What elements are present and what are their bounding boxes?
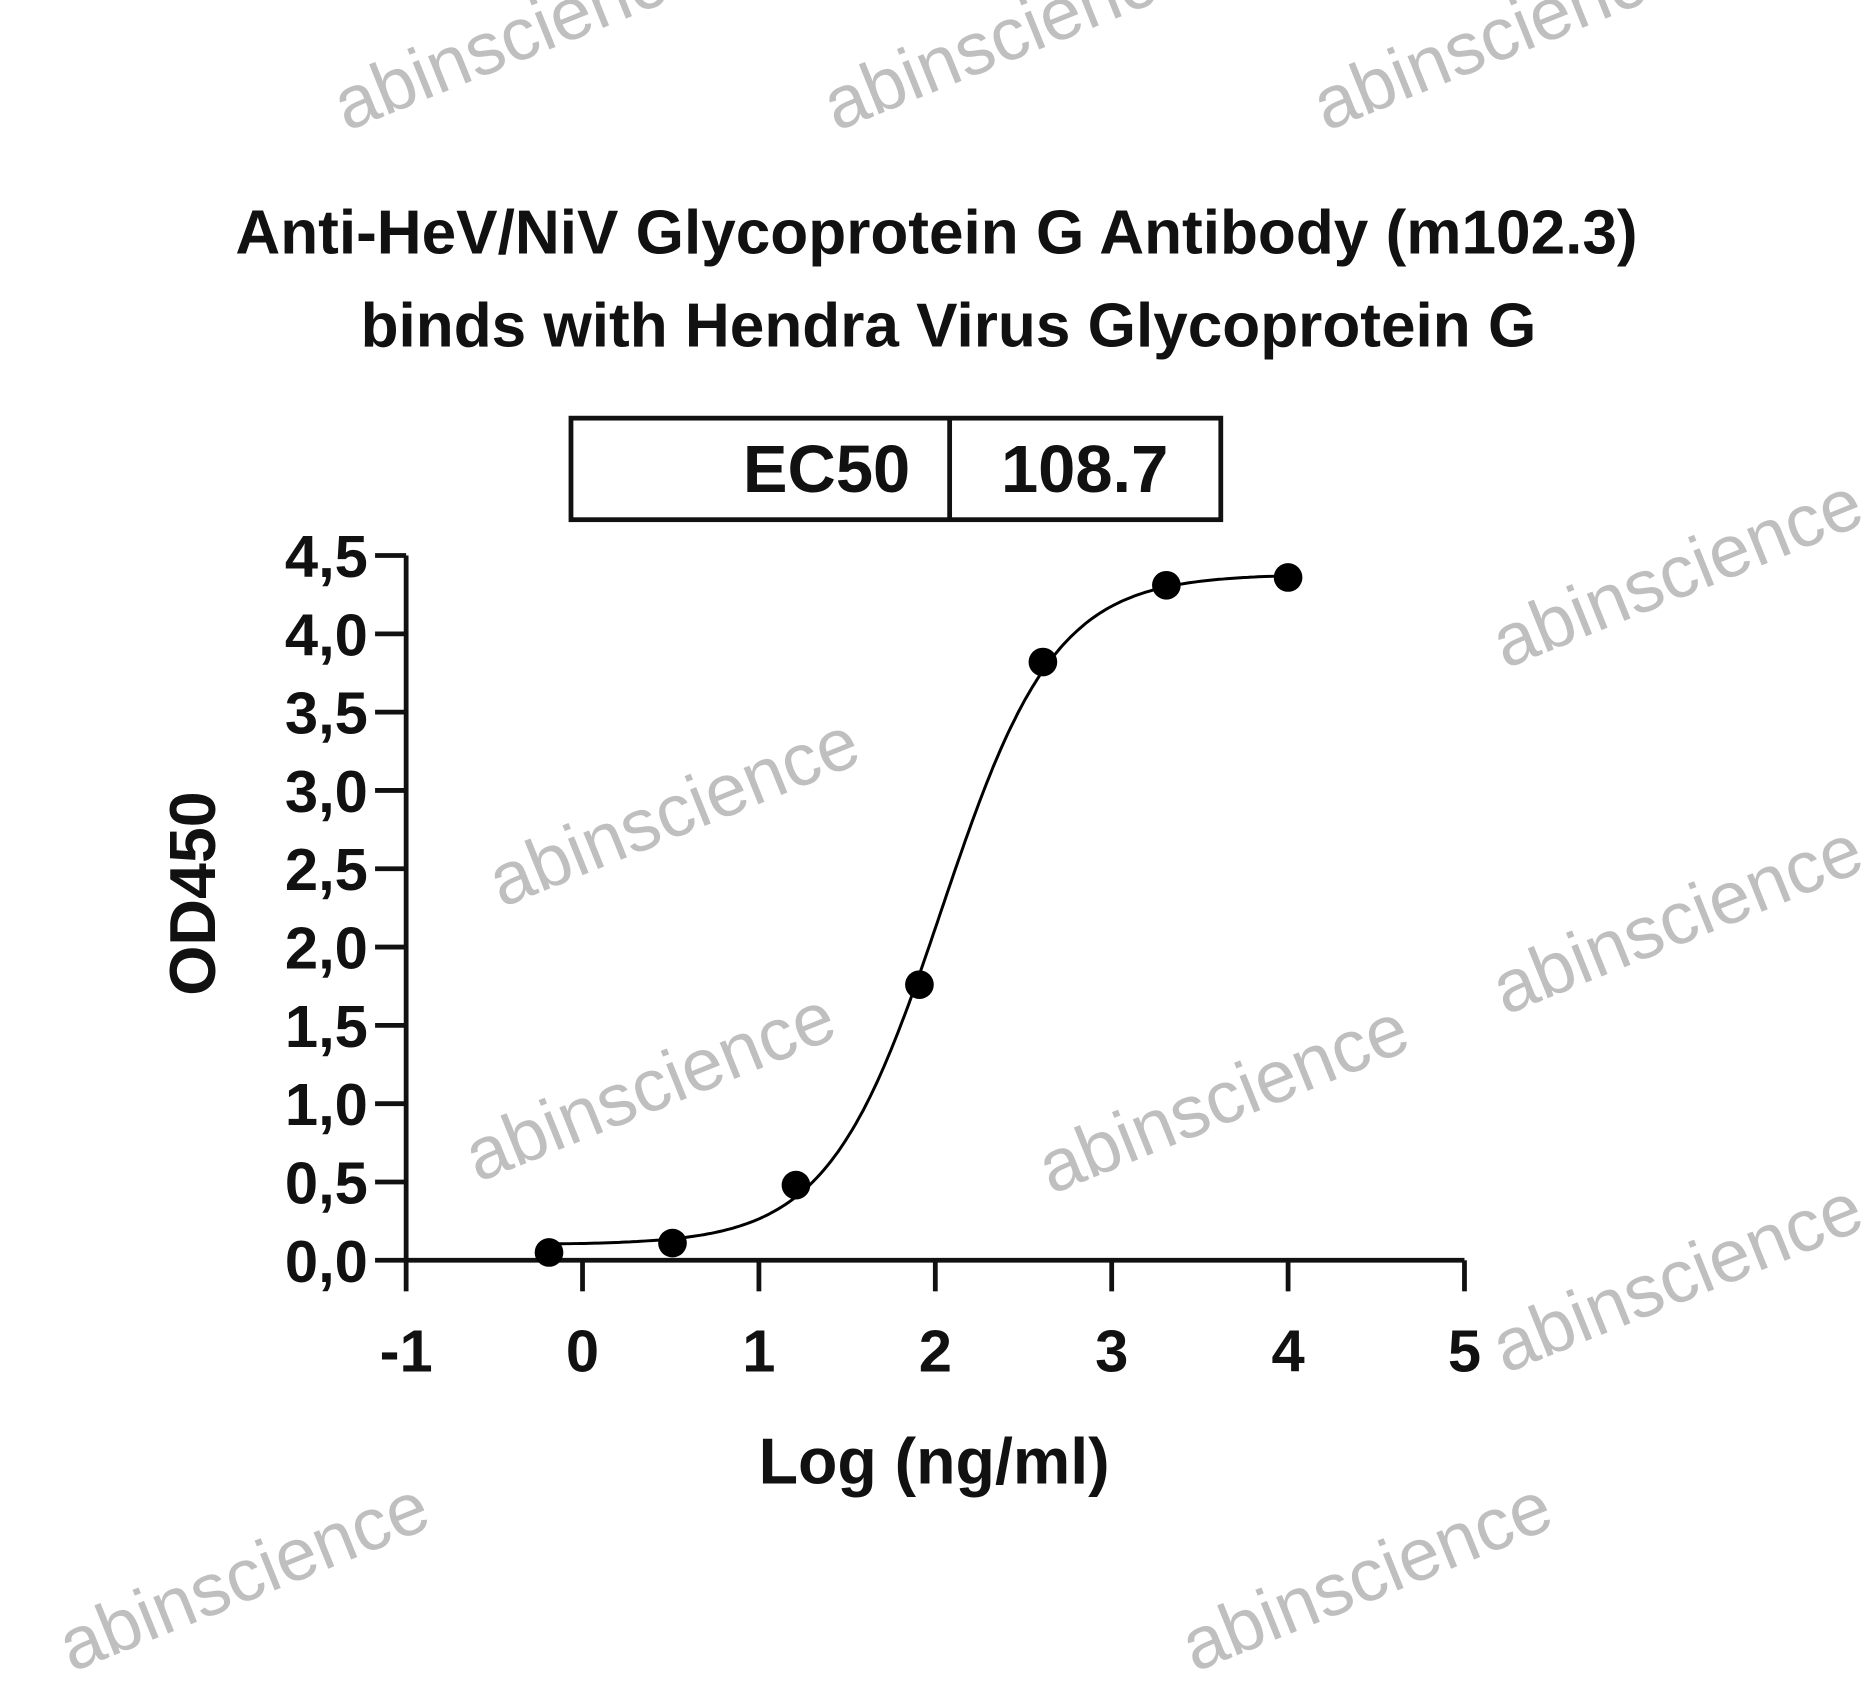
y-tick-label: 4,5 bbox=[285, 523, 368, 590]
watermark-text: abinscience bbox=[1480, 1165, 1873, 1388]
watermark-text: abinscience bbox=[1301, 0, 1695, 146]
x-tick-label: 5 bbox=[1448, 1317, 1481, 1384]
watermark-text: abinscience bbox=[1169, 1464, 1563, 1687]
y-tick-label: 1,5 bbox=[285, 993, 368, 1060]
watermark-text: abinscience bbox=[47, 1464, 441, 1687]
y-tick-label: 3,0 bbox=[285, 758, 368, 825]
watermark-text: abinscience bbox=[1480, 807, 1873, 1030]
x-axis-label: Log (ng/ml) bbox=[759, 1426, 1110, 1498]
watermark-text: abinscience bbox=[811, 0, 1205, 146]
ec50-table: EC50 108.7 bbox=[568, 415, 1224, 523]
x-tick-label: 0 bbox=[566, 1317, 599, 1384]
chart-title-line-1: Anti-HeV/NiV Glycoprotein G Antibody (m1… bbox=[235, 198, 1637, 267]
x-tick-label: 2 bbox=[919, 1317, 952, 1384]
watermark-text: abinscience bbox=[1026, 986, 1420, 1209]
data-point bbox=[1273, 563, 1303, 592]
y-tick-label: 3,5 bbox=[285, 680, 368, 747]
ec50-table-border bbox=[568, 415, 1224, 523]
watermark-text: abinscience bbox=[1480, 460, 1873, 683]
data-point bbox=[1152, 570, 1181, 600]
ec50-label: EC50 bbox=[743, 432, 910, 507]
y-tick-label: 0,5 bbox=[285, 1149, 368, 1216]
x-tick-label: 1 bbox=[742, 1317, 775, 1384]
y-tick-label: 2,0 bbox=[285, 915, 368, 982]
data-point bbox=[1028, 647, 1058, 677]
x-tick-label: 4 bbox=[1271, 1317, 1304, 1384]
y-axis-label: OD450 bbox=[157, 791, 229, 995]
y-tick-label: 2,5 bbox=[285, 836, 368, 903]
ec50-value: 108.7 bbox=[1001, 432, 1168, 507]
data-point bbox=[658, 1228, 687, 1258]
x-tick-label: -1 bbox=[380, 1317, 433, 1384]
watermark-text: abinscience bbox=[453, 974, 847, 1197]
watermark-text: abinscience bbox=[477, 699, 871, 922]
y-tick-label: 1,0 bbox=[285, 1071, 368, 1138]
y-tick-label: 0,0 bbox=[285, 1228, 368, 1295]
axes: -1 0 1 2 3 4 5 0,0 0,5 1,0 1,5 2,0 2,5 3,0 3,5 4,0 4,5 bbox=[285, 523, 1481, 1384]
data-points bbox=[534, 563, 1303, 1267]
x-tick-label: 3 bbox=[1095, 1317, 1128, 1384]
data-point bbox=[534, 1238, 564, 1267]
y-tick-label: 4,0 bbox=[285, 601, 368, 668]
data-point bbox=[781, 1170, 811, 1200]
watermark-text: abinscience bbox=[321, 0, 715, 146]
chart-title-line-2: binds with Hendra Virus Glycoprotein G bbox=[361, 291, 1537, 360]
data-point bbox=[905, 970, 934, 999]
